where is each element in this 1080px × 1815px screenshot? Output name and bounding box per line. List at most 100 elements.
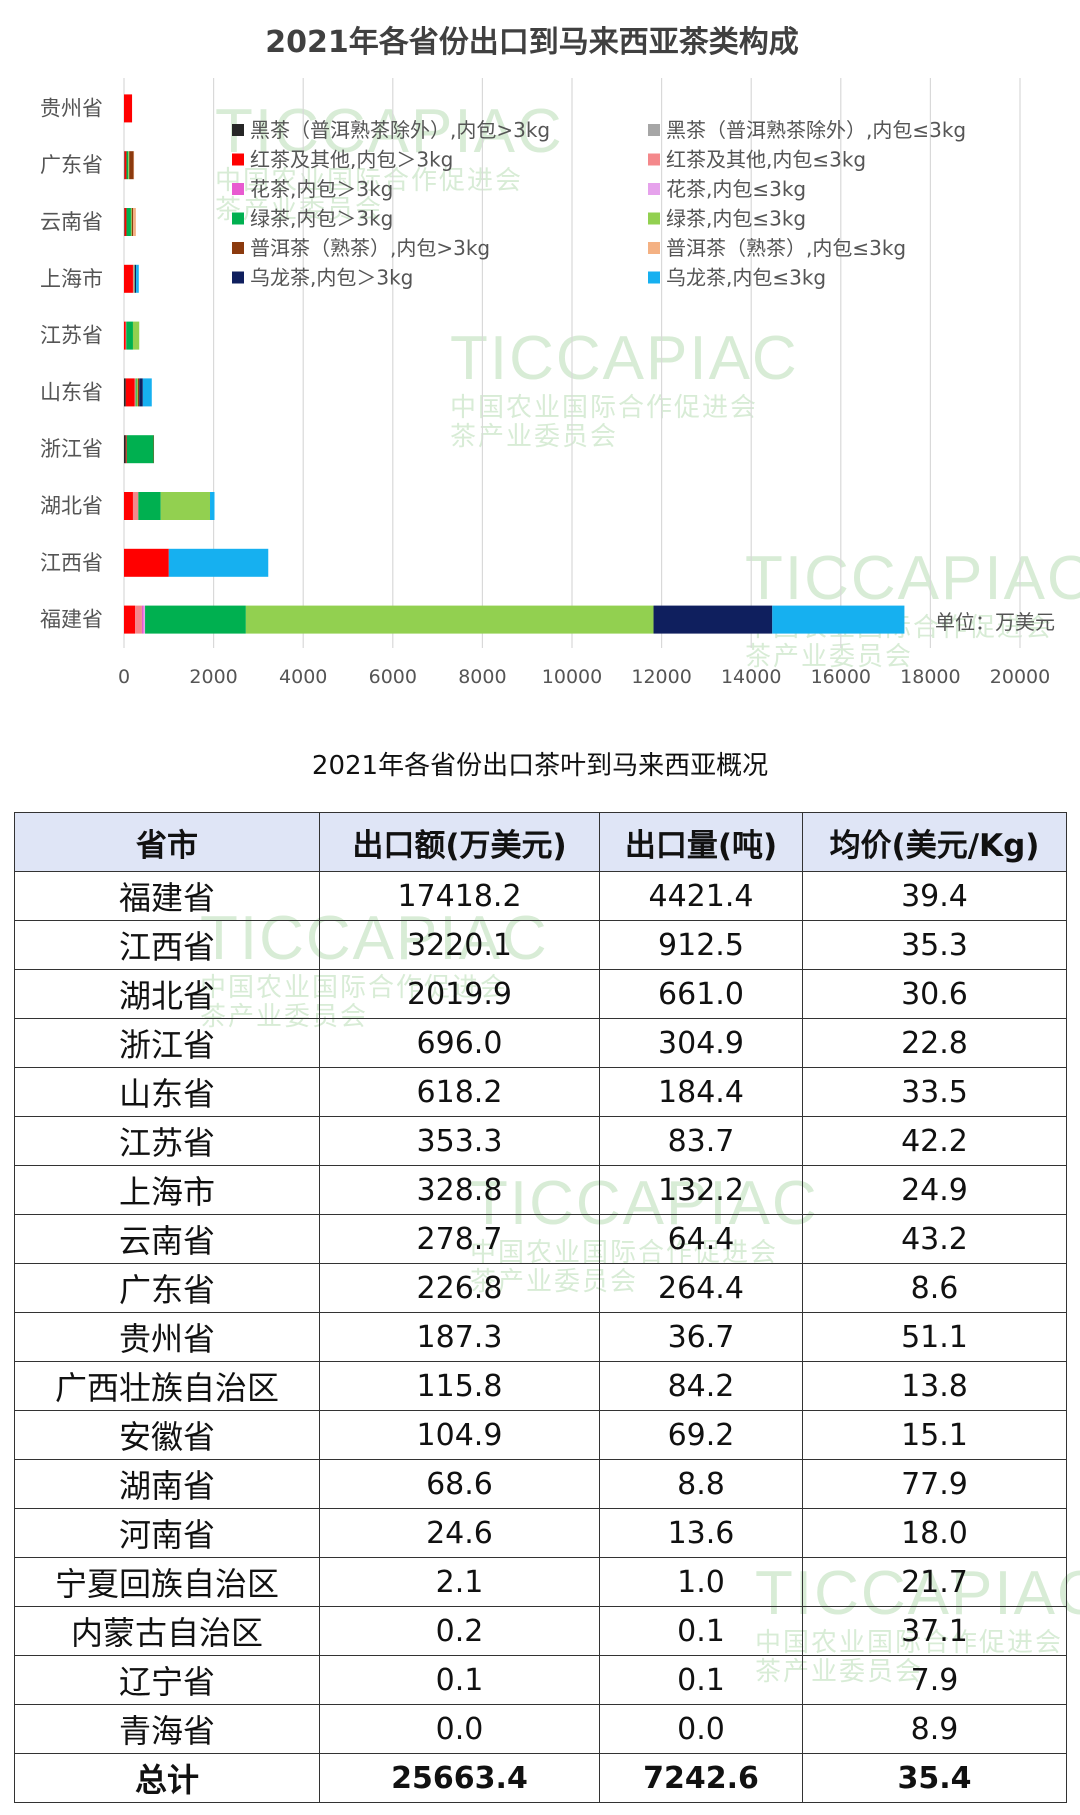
bar-segment	[128, 151, 130, 180]
province-cell: 湖北省	[14, 969, 320, 1019]
bar-segment	[772, 605, 905, 634]
bar-segment	[210, 492, 215, 520]
x-tick-label: 16000	[811, 666, 871, 688]
legend-label: 绿茶,内包＞3kg	[250, 207, 393, 231]
bar-segment	[136, 264, 139, 293]
x-tick-label: 4000	[279, 666, 327, 688]
value-cell: 0.1	[599, 1655, 803, 1705]
province-cell: 福建省	[14, 871, 320, 921]
legend-label: 黑茶（普洱熟茶除外）,内包≤3kg	[666, 118, 966, 142]
table-row: 江苏省 353.3 83.7 42.2	[14, 1116, 1067, 1166]
table-total-row: 总计 25663.4 7242.6 35.4	[14, 1753, 1067, 1803]
value-cell: 2019.9	[319, 969, 600, 1019]
legend-label: 绿茶,内包≤3kg	[666, 207, 806, 231]
category-label: 上海市	[40, 267, 103, 291]
province-cell: 贵州省	[14, 1312, 320, 1362]
table-row: 山东省 618.2 184.4 33.5	[14, 1067, 1067, 1117]
table-row: 湖北省 2019.9 661.0 30.6	[14, 969, 1067, 1019]
bar-segment	[125, 378, 135, 407]
unit-label: 单位：万美元	[935, 610, 1055, 634]
x-tick-label: 2000	[189, 666, 237, 688]
bar-segment	[168, 548, 269, 577]
bar-segment	[138, 492, 161, 520]
legend-swatch	[648, 271, 660, 284]
legend: 黑茶（普洱熟茶除外）,内包>3kg 黑茶（普洱熟茶除外）,内包≤3kg 红茶及其他,…	[232, 118, 966, 290]
legend-swatch	[232, 212, 244, 225]
legend-swatch	[232, 242, 244, 254]
value-cell: 0.1	[599, 1606, 803, 1656]
category-label: 福建省	[40, 608, 103, 632]
table-row: 湖南省 68.6 8.8 77.9	[14, 1459, 1067, 1509]
bar-segment	[131, 208, 134, 236]
bar-segment	[653, 605, 773, 634]
value-cell: 0.0	[599, 1704, 803, 1754]
province-cell: 广西壮族自治区	[14, 1361, 320, 1411]
x-tick-label: 20000	[990, 666, 1050, 688]
value-cell: 264.4	[599, 1263, 803, 1313]
value-cell: 37.1	[802, 1606, 1067, 1656]
value-cell: 2.1	[319, 1557, 600, 1607]
category-label: 浙江省	[40, 437, 103, 461]
legend-swatch	[648, 183, 660, 195]
bar-segment	[135, 605, 142, 634]
value-cell: 22.8	[802, 1018, 1067, 1068]
value-cell: 17418.2	[319, 871, 600, 921]
value-cell: 68.6	[319, 1459, 600, 1509]
bar-segment	[136, 378, 138, 407]
legend-label: 乌龙茶,内包≤3kg	[666, 266, 826, 290]
value-cell: 30.6	[802, 969, 1067, 1019]
legend-label: 红茶及其他,内包≤3kg	[666, 148, 866, 172]
province-cell: 宁夏回族自治区	[14, 1557, 320, 1607]
bar-segment	[126, 151, 129, 180]
table-header-row: 省市 出口额(万美元) 出口量(吨) 均价(美元/Kg)	[14, 812, 1067, 872]
table-row: 浙江省 696.0 304.9 22.8	[14, 1018, 1067, 1068]
legend-swatch	[232, 153, 244, 166]
province-cell: 安徽省	[14, 1410, 320, 1460]
value-cell: 4421.4	[599, 871, 803, 921]
bar-segment	[132, 264, 134, 293]
table-row: 江西省 3220.1 912.5 35.3	[14, 920, 1067, 970]
value-cell: 304.9	[599, 1018, 803, 1068]
table-header-cell: 出口额(万美元)	[319, 812, 600, 872]
legend-swatch	[648, 242, 660, 254]
bar-segment	[124, 435, 126, 464]
value-cell: 24.6	[319, 1508, 600, 1558]
legend-swatch	[232, 124, 244, 136]
province-cell: 江西省	[14, 920, 320, 970]
province-cell: 上海市	[14, 1165, 320, 1215]
legend-label: 黑茶（普洱熟茶除外）,内包>3kg	[250, 118, 550, 142]
value-cell: 661.0	[599, 969, 803, 1019]
value-cell: 25663.4	[319, 1753, 600, 1803]
legend-swatch	[648, 212, 660, 225]
table-header-cell: 均价(美元/Kg)	[802, 812, 1067, 872]
bar-segment	[126, 321, 133, 350]
grid-lines	[123, 78, 1021, 648]
bar-segment	[145, 605, 246, 634]
bar-segment	[130, 208, 132, 236]
province-cell: 辽宁省	[14, 1655, 320, 1705]
bar-segment	[124, 208, 127, 236]
bar-segment	[124, 321, 126, 350]
value-cell: 15.1	[802, 1410, 1067, 1460]
value-cell: 278.7	[319, 1214, 600, 1264]
value-cell: 696.0	[319, 1018, 600, 1068]
value-cell: 42.2	[802, 1116, 1067, 1166]
legend-label: 普洱茶（熟茶）,内包≤3kg	[666, 236, 906, 260]
x-tick-label: 0	[118, 666, 130, 688]
bar-segment	[245, 605, 654, 634]
bar-segment	[124, 492, 133, 520]
category-label: 湖北省	[40, 494, 103, 518]
x-tick-label: 12000	[631, 666, 691, 688]
stacked-bar-chart: 2021年各省份出口到马来西亚茶类构成 0 2000 4000 6000 8000 100…	[40, 25, 1055, 688]
bar-segment	[124, 378, 126, 407]
bar-segment	[124, 548, 169, 577]
value-cell: 43.2	[802, 1214, 1067, 1264]
value-cell: 69.2	[599, 1410, 803, 1460]
bar-segment	[125, 435, 127, 464]
category-label: 广东省	[40, 153, 103, 177]
value-cell: 35.4	[802, 1753, 1067, 1803]
category-label: 山东省	[40, 380, 103, 404]
value-cell: 0.1	[319, 1655, 600, 1705]
bar-segment	[135, 378, 137, 407]
value-cell: 226.8	[319, 1263, 600, 1313]
